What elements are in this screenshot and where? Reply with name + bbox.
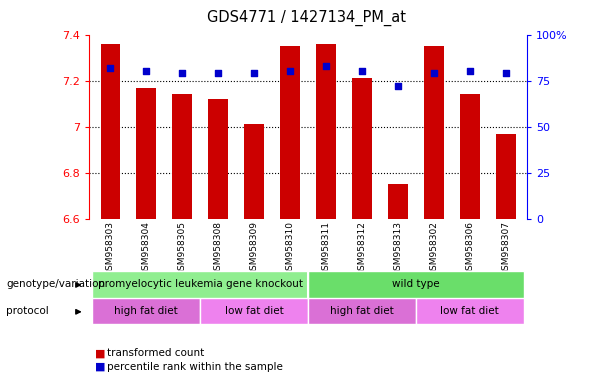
Text: GSM958313: GSM958313 (394, 222, 402, 276)
Point (177, 70, 187, 76)
Bar (93, 298, 200, 324)
Text: GSM958311: GSM958311 (321, 222, 330, 276)
Text: GSM958303: GSM958303 (106, 222, 115, 276)
Text: ■: ■ (95, 348, 105, 358)
Text: high fat diet: high fat diet (115, 306, 178, 316)
Bar (280, 46, 300, 219)
Point (105, 65, 115, 71)
Text: GSM958307: GSM958307 (501, 222, 510, 276)
Point (393, 83, 403, 89)
Point (142, 68, 151, 74)
Bar (460, 94, 479, 219)
Point (321, 63, 331, 69)
Bar (208, 99, 228, 219)
Bar (308, 298, 416, 324)
Text: percentile rank within the sample: percentile rank within the sample (107, 362, 283, 372)
Text: GSM958302: GSM958302 (429, 222, 438, 276)
Point (429, 70, 439, 76)
Bar (352, 78, 372, 219)
Bar (93, 271, 308, 298)
Bar (416, 298, 524, 324)
Text: GSM958306: GSM958306 (465, 222, 474, 276)
Bar (200, 298, 308, 324)
Text: promyelocytic leukemia gene knockout: promyelocytic leukemia gene knockout (97, 279, 303, 289)
Text: ■: ■ (95, 362, 105, 372)
Point (285, 68, 295, 74)
Text: protocol: protocol (6, 306, 49, 316)
Text: high fat diet: high fat diet (330, 306, 394, 316)
Text: GSM958309: GSM958309 (249, 222, 259, 276)
Text: GSM958312: GSM958312 (357, 222, 367, 276)
Text: GSM958304: GSM958304 (142, 222, 151, 276)
Bar (101, 44, 120, 219)
Point (501, 70, 511, 76)
Bar (308, 271, 524, 298)
Text: transformed count: transformed count (107, 348, 205, 358)
Bar (137, 88, 156, 219)
Bar (496, 134, 516, 219)
Text: low fat diet: low fat diet (440, 306, 499, 316)
Text: GSM958308: GSM958308 (214, 222, 223, 276)
Text: low fat diet: low fat diet (225, 306, 284, 316)
Bar (424, 46, 444, 219)
Text: wild type: wild type (392, 279, 440, 289)
Point (213, 70, 223, 76)
Bar (316, 44, 336, 219)
Point (465, 68, 474, 74)
Text: GSM958305: GSM958305 (178, 222, 187, 276)
Bar (388, 184, 408, 219)
Point (249, 70, 259, 76)
Point (357, 68, 367, 74)
Bar (172, 94, 192, 219)
Text: genotype/variation: genotype/variation (6, 279, 105, 289)
Text: GDS4771 / 1427134_PM_at: GDS4771 / 1427134_PM_at (207, 10, 406, 26)
Text: GSM958310: GSM958310 (286, 222, 295, 276)
Bar (244, 124, 264, 219)
